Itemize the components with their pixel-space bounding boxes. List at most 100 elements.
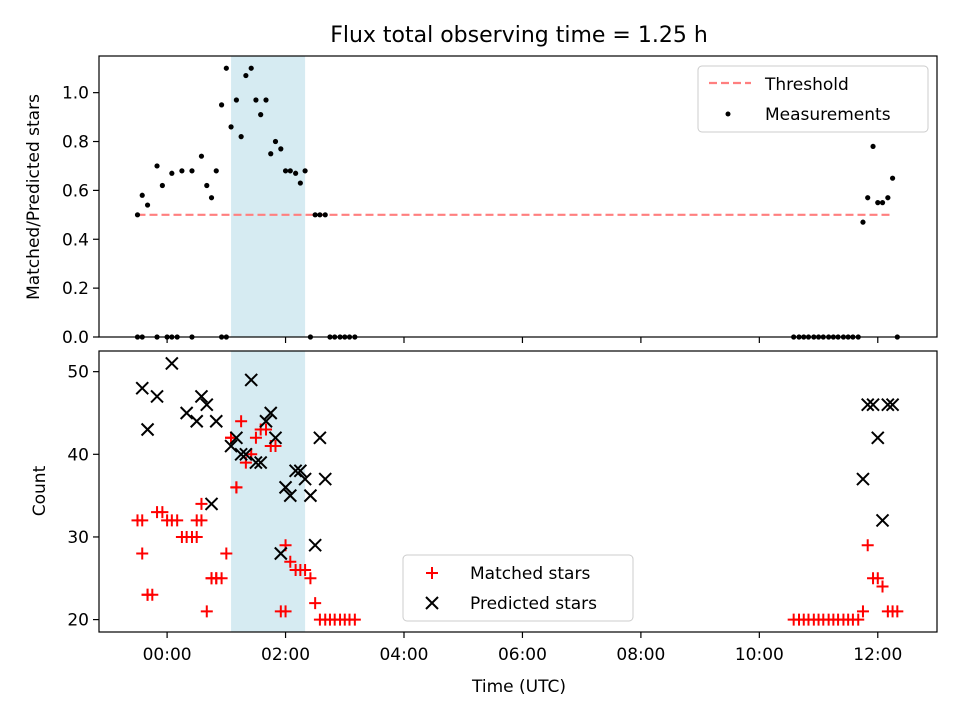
matched-star-point — [200, 605, 213, 618]
predicted-star-point — [190, 414, 204, 428]
y-tick-label: 40 — [67, 445, 89, 465]
predicted-star-point — [234, 447, 248, 462]
matched-star-point — [171, 514, 184, 527]
y-tick-label: 0.8 — [62, 133, 89, 153]
measurement-point — [139, 192, 145, 198]
matched-star-point — [852, 613, 865, 626]
predicted-star-point — [293, 464, 308, 478]
matched-star-point — [230, 481, 243, 494]
predicted-star-point — [209, 414, 223, 428]
top-plot-marks — [134, 65, 900, 340]
legend-measurements-swatch — [725, 111, 731, 117]
matched-star-point — [269, 440, 282, 453]
legend-matched-label: Matched stars — [470, 564, 590, 584]
measurement-point — [889, 175, 896, 181]
bottom-plot-frame — [98, 350, 938, 633]
matched-star-point — [249, 431, 262, 444]
matched-star-point — [190, 530, 203, 543]
measurement-point — [302, 168, 308, 174]
measurement-point — [169, 170, 175, 176]
measurement-point — [198, 153, 205, 159]
measurement-point — [223, 65, 229, 71]
y-tick-label: 1.0 — [62, 84, 89, 104]
measurement-point — [272, 138, 279, 145]
matched-star-point — [891, 605, 904, 618]
measurement-point — [258, 112, 264, 118]
measurement-point — [233, 97, 239, 103]
legend-predicted-label: Predicted stars — [470, 594, 597, 614]
x-tick-label: 02:00 — [261, 645, 310, 665]
matched-star-point — [348, 613, 361, 626]
measurement-point — [204, 182, 210, 189]
predicted-star-point — [229, 431, 244, 445]
legend-matched-swatch — [426, 567, 438, 579]
measurement-point — [228, 124, 234, 130]
predicted-star-point — [224, 439, 238, 453]
x-tick-label: 08:00 — [616, 645, 665, 665]
predicted-star-point — [194, 389, 209, 404]
matched-star-point — [304, 572, 317, 585]
predicted-star-point — [264, 406, 278, 420]
measurement-point — [243, 72, 249, 79]
x-tick-label: 12:00 — [853, 645, 902, 665]
legend-threshold-label: Threshold — [764, 75, 849, 95]
matched-star-point — [141, 588, 154, 601]
matched-star-point — [156, 506, 169, 519]
x-tick-label: 00:00 — [143, 645, 192, 665]
predicted-star-point — [268, 431, 283, 445]
y-tick-label: 0.2 — [62, 279, 89, 299]
top-legend: Threshold Measurements — [697, 65, 929, 133]
predicted-star-point — [308, 538, 322, 552]
top-plot-frame — [98, 55, 938, 338]
matched-star-point — [195, 497, 208, 510]
measurement-point — [322, 212, 328, 218]
measurement-point — [317, 212, 323, 218]
measurement-point — [238, 134, 244, 140]
top-x-axis — [166, 337, 879, 343]
matched-star-point — [309, 597, 322, 610]
predicted-star-point — [135, 381, 149, 395]
y-tick-label: 30 — [67, 528, 89, 548]
predicted-star-point — [875, 513, 890, 528]
y-tick-label: 50 — [67, 363, 89, 383]
measurement-point — [213, 168, 219, 174]
measurement-point — [282, 168, 289, 174]
predicted-star-point — [259, 414, 273, 428]
matched-star-point — [136, 547, 149, 560]
matched-star-point — [299, 564, 312, 577]
predicted-star-point — [881, 398, 895, 412]
matched-star-point — [220, 547, 233, 560]
top-panel: 0.0 0.2 0.4 0.6 0.8 1.0 Matched/Predicted sta… — [24, 55, 938, 348]
measurement-point — [293, 170, 299, 176]
matched-star-point — [260, 423, 273, 436]
measurement-point — [870, 143, 876, 150]
measurement-point — [287, 168, 293, 174]
predicted-star-point — [204, 497, 219, 511]
matched-star-point — [856, 605, 869, 618]
y-tick-label: 0.0 — [62, 328, 89, 348]
matched-star-point — [871, 572, 884, 585]
predicted-star-point — [856, 472, 870, 486]
bottom-legend: Matched stars Predicted stars — [402, 554, 634, 622]
matched-star-point — [861, 539, 874, 552]
measurement-point — [885, 195, 891, 201]
predicted-star-point — [313, 431, 327, 445]
matched-star-point — [876, 580, 889, 593]
measurement-point — [278, 146, 284, 152]
measurement-point — [179, 168, 185, 174]
predicted-star-point — [239, 447, 253, 462]
predicted-star-point — [303, 488, 318, 503]
predicted-star-point — [179, 406, 194, 420]
predicted-star-point — [318, 472, 332, 486]
matched-star-point — [210, 572, 223, 585]
predicted-star-point — [866, 398, 880, 412]
x-axis-label: Time (UTC) — [471, 677, 566, 697]
bottom-panel: 20 30 40 50 00:00 02:00 04:00 06:00 08:00 10:00 1… — [30, 350, 938, 697]
measurement-point — [875, 200, 881, 206]
measurement-point — [297, 180, 303, 186]
top-highlight-span — [231, 56, 306, 337]
matched-star-point — [195, 514, 208, 527]
measurement-point — [189, 168, 195, 174]
measurement-point — [879, 200, 886, 206]
